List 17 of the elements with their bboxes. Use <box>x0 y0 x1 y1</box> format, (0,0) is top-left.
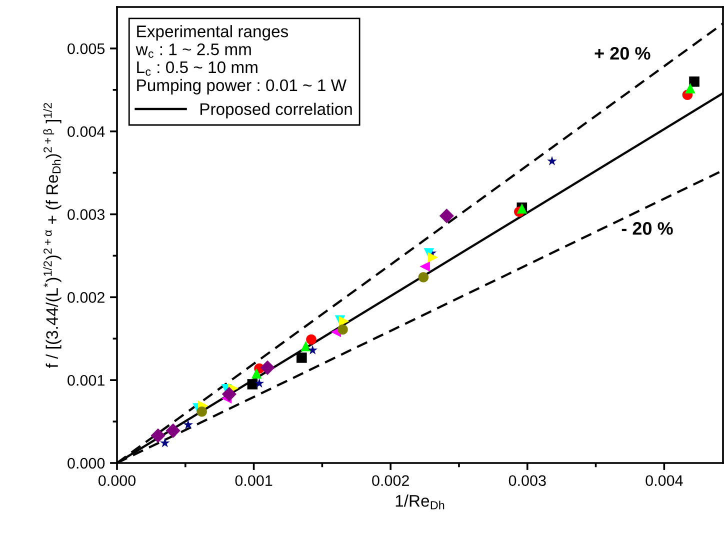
annotation: - 20 % <box>622 222 673 235</box>
x-tick-label: 0.003 <box>508 475 546 486</box>
y-tick-label: 0.002 <box>68 292 104 303</box>
x-tick-label: 0.000 <box>98 475 136 486</box>
x-tick-label: 0.004 <box>646 475 683 486</box>
annotation: + 20 % <box>594 46 650 60</box>
y-tick-label: 0.001 <box>68 374 104 386</box>
x-tick-label: 0.001 <box>235 475 272 486</box>
y-tick-label: 0.003 <box>68 209 105 220</box>
y-tick-label: 0.005 <box>68 43 105 54</box>
legend-label: Proposed correlation <box>200 102 352 118</box>
x-axis-title: 1/Re$_{Dh}$ <box>396 494 444 510</box>
legend-title: Experimental ranges w$_{c}$ : 1 ~ 2.5 mm L$_{c}$ : 0.5 ~ 10 mm Pumping power : 0.01 ~ 1 W <box>136 25 346 94</box>
y-tick-label: 0.004 <box>68 126 105 138</box>
y-tick-label: 0.000 <box>68 458 105 469</box>
text: f / [(3.44/(L$^{*}$)$^{1/2}$)$^{2+α}$ + (f Re$_{Dh}$)$^{2+β}$ ]$^{1/2}$ <box>43 102 62 368</box>
x-tick-label: 0.002 <box>372 475 409 486</box>
